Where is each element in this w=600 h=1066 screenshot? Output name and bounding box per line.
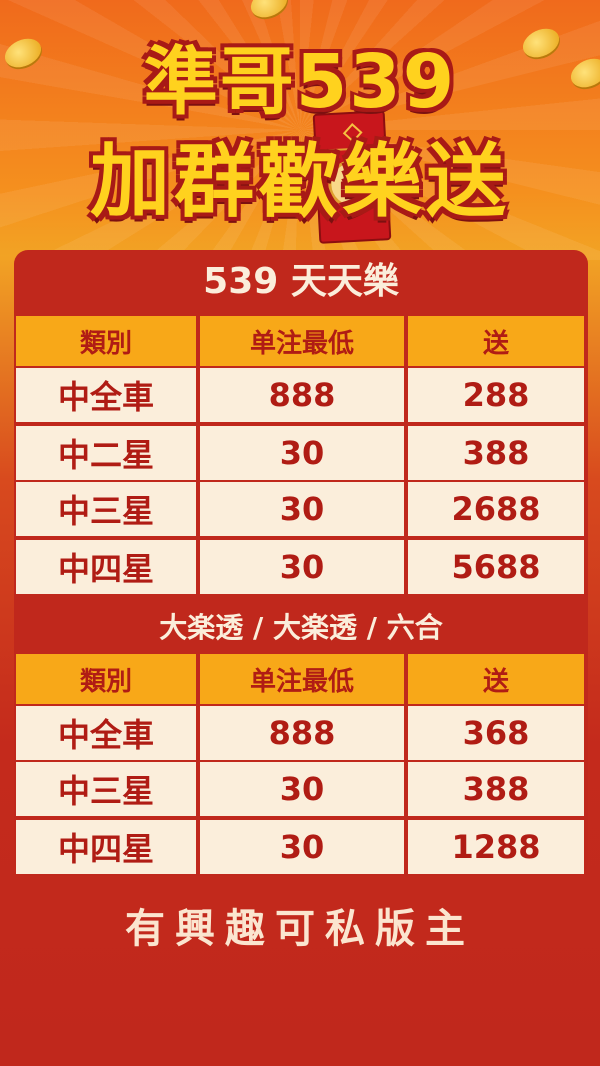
table-cell: 5688 — [408, 540, 584, 594]
table-row: 中三星 30 2688 — [16, 482, 584, 536]
table-cell: 30 — [200, 762, 404, 816]
headline-line1: 準哥539 — [143, 39, 457, 125]
table-cell: 30 — [200, 820, 404, 874]
table-cell: 388 — [408, 762, 584, 816]
table-row: 中四星 30 1288 — [16, 820, 584, 874]
background-rays — [0, 0, 600, 260]
table-header: 類別 单注最低送 — [16, 316, 584, 366]
prize-panel: 539 天天樂 大楽透 / 大楽透 / 六合 類別 单注最低送中全車 888 288 中… — [14, 250, 588, 876]
table-cell: 30 — [200, 482, 404, 536]
table-cell: 中二星 — [16, 426, 196, 480]
column-header: 单注最低 — [200, 316, 404, 366]
table-cell: 中四星 — [16, 540, 196, 594]
table-row: 中四星 30 5688 — [16, 540, 584, 594]
table-cell: 368 — [408, 706, 584, 760]
table-cell: 中四星 — [16, 820, 196, 874]
table-cell: 288 — [408, 368, 584, 422]
table-cell: 中全車 — [16, 706, 196, 760]
table-cell: 888 — [200, 706, 404, 760]
table-row: 中全車 888 288 — [16, 368, 584, 422]
section-title: 539 天天樂 — [203, 261, 399, 302]
column-header: 送 — [408, 316, 584, 366]
column-header: 類別 — [16, 316, 196, 366]
table-cell: 888 — [200, 368, 404, 422]
section-title: 大楽透 / 大楽透 / 六合 — [159, 611, 443, 644]
table-cell: 中三星 — [16, 762, 196, 816]
table-cell: 388 — [408, 426, 584, 480]
table-row: 中三星 30 388 — [16, 762, 584, 816]
table-cell: 1288 — [408, 820, 584, 874]
table-row: 中二星 30 388 — [16, 426, 584, 480]
footer-note: 有興趣可私版主 — [125, 906, 475, 952]
column-header: 送 — [408, 654, 584, 704]
table-cell: 30 — [200, 426, 404, 480]
table-cell: 中三星 — [16, 482, 196, 536]
headline-line2: 加群歡樂送 — [90, 135, 510, 228]
table-cell: 30 — [200, 540, 404, 594]
table-row: 中全車 888 368 — [16, 706, 584, 760]
column-header: 单注最低 — [200, 654, 404, 704]
table-cell: 中全車 — [16, 368, 196, 422]
table-cell: 2688 — [408, 482, 584, 536]
table-header: 類別 单注最低送 — [16, 654, 584, 704]
column-header: 類別 — [16, 654, 196, 704]
